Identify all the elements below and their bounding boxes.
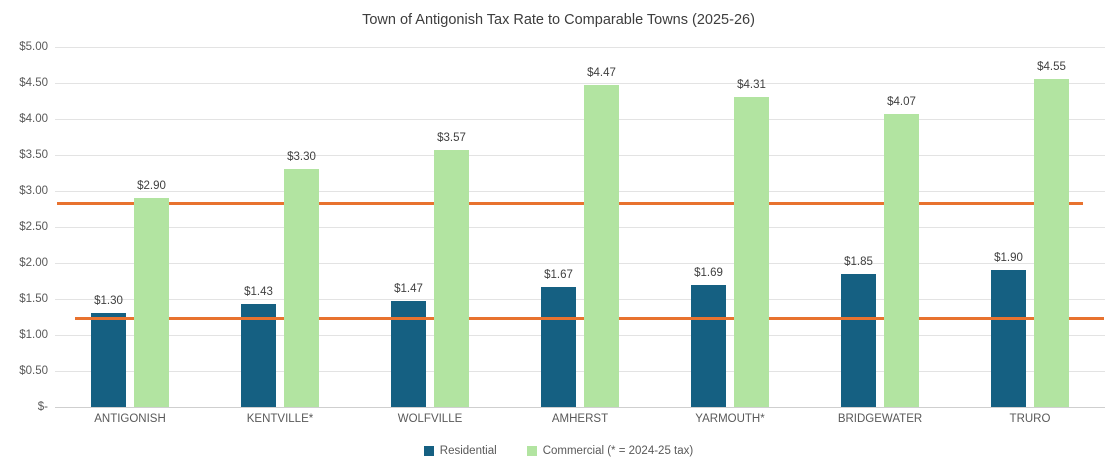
reference-line [57,201,1083,205]
x-category-label: ANTIGONISH [94,413,166,425]
legend-item-commercial: Commercial (* = 2024-25 tax) [526,445,694,457]
x-category-label: TRURO [1009,413,1051,425]
bar-value-label: $2.90 [137,180,166,193]
bar-value-label: $4.47 [587,67,616,80]
y-tick-label: $4.50 [19,77,48,89]
gridline [55,190,1105,192]
y-tick-label: $1.50 [19,293,48,305]
chart-title: Town of Antigonish Tax Rate to Comparabl… [362,12,755,28]
y-tick-label: $1.00 [19,329,48,341]
gridline [55,46,1105,48]
bar-value-label: $4.31 [737,78,766,91]
legend-swatch [526,446,537,456]
bar-value-label: $3.30 [287,151,316,164]
bar-value-label: $4.07 [887,95,916,108]
bar-residential-yarmouth [691,285,726,407]
bar-commercial-antigonish [134,198,169,407]
y-tick-label: $2.00 [19,257,48,269]
bar-value-label: $4.55 [1037,61,1066,74]
y-tick-label: $- [37,401,48,413]
legend-label: Residential [439,445,497,457]
gridline [55,262,1105,264]
gridline [55,226,1105,228]
bar-value-label: $1.67 [544,268,573,281]
gridline [55,334,1105,336]
y-tick-label: $2.50 [19,221,48,233]
bar-value-label: $1.85 [844,255,873,268]
bar-commercial-truro [1034,79,1069,407]
bar-value-label: $1.90 [994,252,1023,265]
bar-value-label: $1.69 [694,267,723,280]
y-tick-label: $4.00 [19,113,48,125]
gridline [55,298,1105,300]
y-axis: $- $0.50 $1.00 $1.50 $2.00 $2.50 $3.00 $3.50 $4.… [0,41,48,413]
y-tick-label: $3.50 [19,149,48,161]
x-category-label: BRIDGEWATER [837,413,923,425]
bar-value-label: $1.30 [94,295,123,308]
plot-area: $1.30 $2.90 $1.43 $3.30 $1.47 $3.57 $1.67 $4.47… [55,46,1105,408]
bar-value-label: $1.47 [394,283,423,296]
y-tick-label: $5.00 [19,41,48,53]
bar-residential-bridgewater [841,273,876,407]
legend: Residential Commercial (* = 2024-25 tax) [0,445,1117,457]
legend-swatch [423,446,434,456]
bar-value-label: $1.43 [244,286,273,299]
bar-commercial-wolfville [434,149,469,407]
bar-residential-kentville [241,304,276,407]
x-axis: ANTIGONISH KENTVILLE* WOLFVILLE AMHERST YARM… [55,413,1105,429]
bar-value-label: $3.57 [437,131,466,144]
bar-residential-antigonish [91,313,126,407]
y-tick-label: $3.00 [19,185,48,197]
gridline [55,82,1105,84]
bar-residential-amherst [541,286,576,407]
bar-commercial-yarmouth [734,96,769,407]
bar-commercial-kentville [284,169,319,407]
legend-label: Commercial (* = 2024-25 tax) [542,445,694,457]
legend-item-residential: Residential [423,445,497,457]
bar-residential-truro [991,270,1026,407]
bar-commercial-bridgewater [884,113,919,407]
x-category-label: KENTVILLE* [246,413,314,425]
gridline [55,370,1105,372]
y-tick-label: $0.50 [19,365,48,377]
x-category-label: AMHERST [551,413,609,425]
bar-commercial-amherst [584,85,619,407]
x-category-label: YARMOUTH* [695,413,765,425]
gridline [55,154,1105,156]
x-category-label: WOLFVILLE [397,413,463,425]
gridline [55,118,1105,120]
